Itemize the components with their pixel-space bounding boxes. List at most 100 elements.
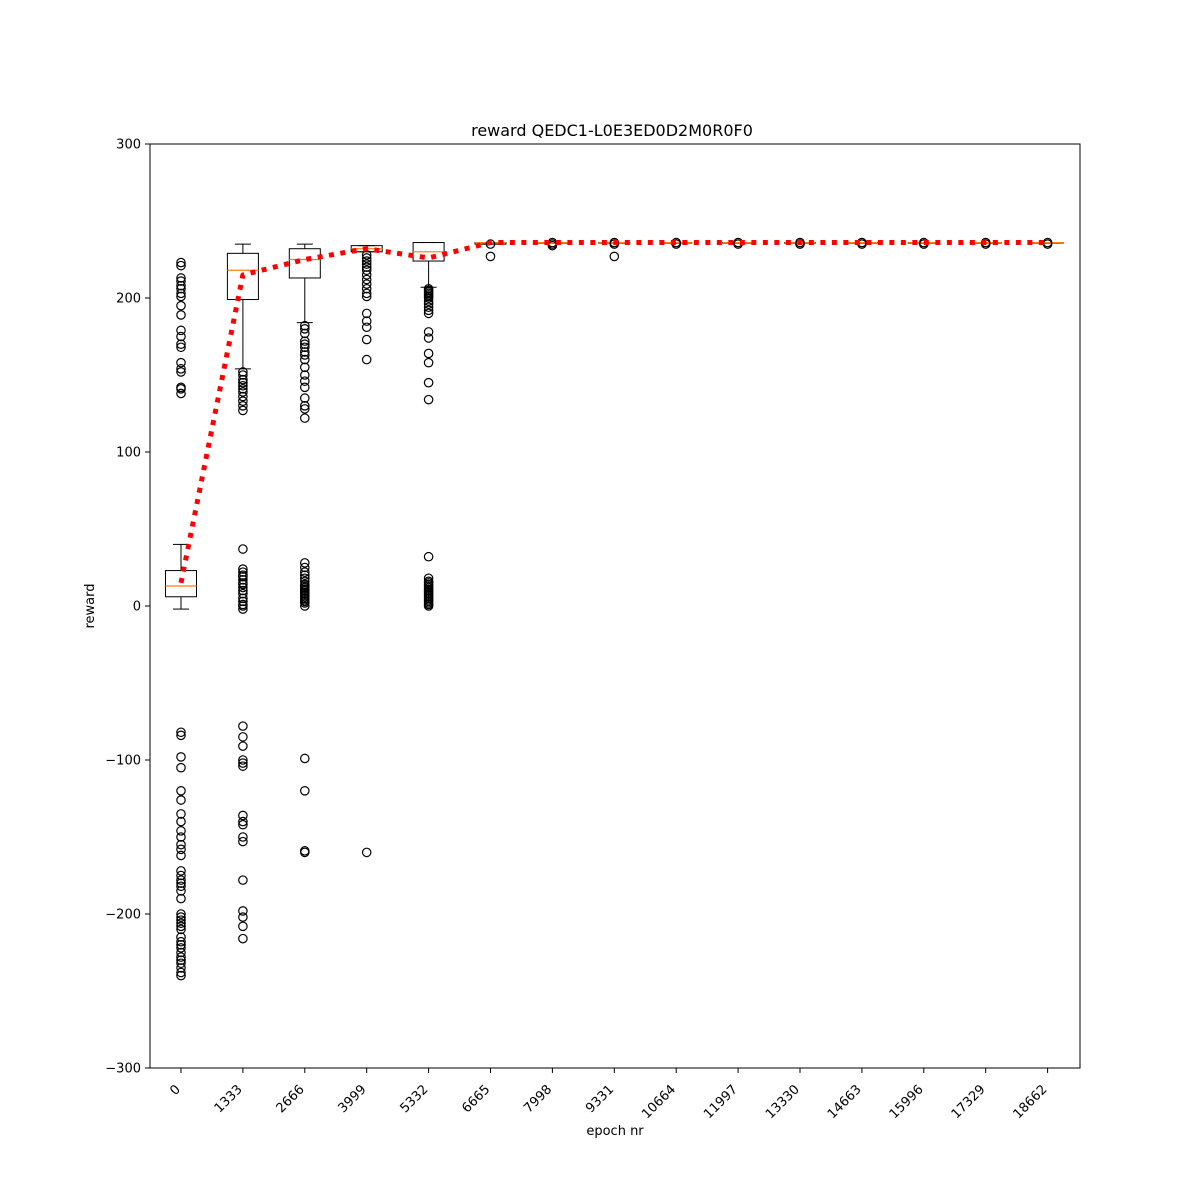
flier-point (238, 391, 248, 402)
flier-point (176, 958, 186, 969)
flier-point (176, 364, 186, 374)
flier-point (423, 551, 434, 562)
flier-point (485, 251, 496, 262)
flier-point (238, 819, 248, 830)
box-group (288, 243, 321, 858)
flier-point (238, 741, 248, 751)
flier-point (299, 576, 310, 587)
flier-point (423, 308, 434, 319)
box-group (412, 242, 445, 611)
flier-point (176, 850, 186, 861)
flier-point (361, 256, 372, 266)
flier-point (299, 404, 310, 414)
flier-point (238, 906, 248, 916)
y-tick-label: 0 (133, 600, 141, 615)
flier-point (299, 376, 310, 386)
flier-point (176, 912, 186, 922)
flier-point (176, 795, 186, 805)
flier-point (176, 881, 186, 892)
flier-point (238, 755, 248, 765)
flier-point (238, 377, 248, 388)
flier-point (176, 832, 186, 842)
flier-point (299, 350, 310, 360)
flier-point (176, 273, 186, 283)
flier-point (238, 832, 248, 842)
y-tick-label: 100 (116, 446, 141, 461)
flier-point (299, 570, 310, 580)
flier-point (361, 265, 372, 276)
flier-point (176, 816, 186, 827)
flier-point (176, 943, 186, 953)
flier-point (238, 585, 248, 596)
flier-point (176, 918, 186, 929)
box-group (226, 243, 259, 944)
flier-point (238, 758, 248, 768)
flier-point (423, 299, 434, 309)
flier-point (361, 322, 372, 333)
flier-point (238, 578, 248, 588)
y-axis-label: reward (83, 583, 98, 628)
flier-point (176, 886, 186, 896)
flier-point (299, 562, 310, 573)
flier-point (238, 912, 248, 922)
flier-point (238, 599, 248, 610)
flier-point (361, 354, 372, 365)
flier-point (176, 932, 186, 942)
y-tick-label: −100 (105, 754, 141, 769)
flier-point (238, 400, 248, 411)
flier-point (176, 866, 186, 876)
flier-point (176, 300, 186, 311)
flier-point (176, 909, 186, 919)
flier-point (176, 921, 186, 932)
flier-point (176, 257, 186, 268)
flier-point (176, 730, 186, 741)
flier-point (299, 342, 310, 353)
y-tick-label: 300 (116, 138, 141, 153)
flier-point (361, 259, 372, 269)
plot-area (165, 237, 1064, 981)
flier-point (176, 382, 186, 393)
flier-point (299, 558, 310, 568)
flier-point (423, 394, 434, 405)
flier-point (238, 575, 248, 585)
flier-point (238, 836, 248, 847)
flier-point (176, 276, 186, 286)
flier-point (238, 370, 248, 380)
flier-point (176, 826, 186, 836)
flier-point (238, 732, 248, 742)
flier-point (176, 870, 186, 881)
flier-point (423, 377, 434, 388)
flier-point (609, 251, 620, 262)
flier-point (176, 936, 186, 947)
flier-point (485, 239, 496, 249)
flier-point (176, 367, 186, 377)
flier-point (299, 846, 310, 856)
flier-point (176, 955, 186, 965)
flier-point (176, 785, 186, 796)
flier-point (176, 357, 186, 368)
flier-point (176, 947, 186, 958)
flier-point (299, 336, 310, 346)
chart-title: reward QEDC1-L0E3ED0D2M0R0F0 (471, 121, 753, 140)
flier-point (176, 844, 186, 855)
flier-point (238, 567, 248, 577)
flier-point (361, 334, 372, 345)
flier-point (361, 283, 372, 294)
flier-point (299, 393, 310, 403)
y-tick-label: −300 (105, 1062, 141, 1077)
flier-point (299, 328, 310, 339)
flier-point (361, 316, 372, 326)
flier-point (299, 323, 310, 334)
flier-point (238, 582, 248, 593)
flier-point (299, 753, 310, 764)
flier-point (361, 274, 372, 285)
flier-point (238, 405, 248, 416)
flier-point (176, 839, 186, 850)
flier-point (238, 564, 248, 574)
flier-point (238, 761, 248, 771)
flier-point (423, 305, 434, 316)
flier-point (238, 596, 248, 607)
flier-point (299, 339, 310, 349)
